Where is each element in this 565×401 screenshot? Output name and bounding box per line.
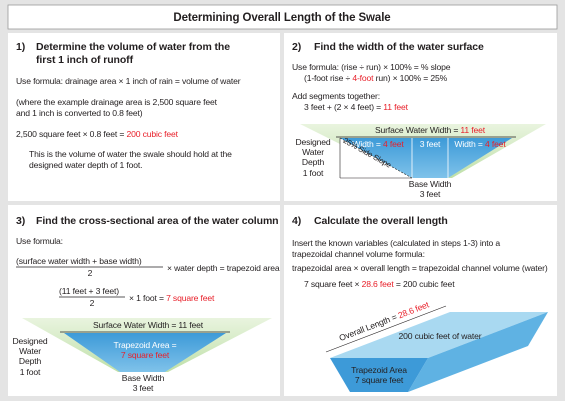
result: 7 square feet xyxy=(166,293,215,303)
side-face xyxy=(408,312,548,392)
depth-label: 1 foot xyxy=(20,367,41,377)
step-number: 1) xyxy=(16,41,25,53)
area-label: 7 square feet xyxy=(355,375,404,385)
instruction: Add segments together: xyxy=(292,91,380,101)
text: (1-foot rise ÷ xyxy=(304,73,352,83)
base-label: Base Width xyxy=(409,179,452,189)
formula: trapezoidal area × overall length = trap… xyxy=(292,263,548,273)
text: run) × 100% = 25% xyxy=(373,73,447,83)
area-label: 7 square feet xyxy=(121,350,170,360)
run-triangle xyxy=(340,138,412,178)
dimension-line xyxy=(325,305,447,353)
width-label: 3 feet xyxy=(420,139,441,149)
text: 7 square feet × xyxy=(304,279,362,289)
water xyxy=(340,138,512,178)
summary: designed water depth of 1 foot. xyxy=(29,160,142,170)
highlight: 4 feet xyxy=(383,139,404,149)
calculation: (1-foot rise ÷ 4-foot run) × 100% = 25% xyxy=(304,73,448,83)
intro: Insert the known variables (calculated i… xyxy=(292,238,500,248)
depth-label: Depth xyxy=(302,157,325,167)
front-face xyxy=(330,358,428,392)
depth-label: Water xyxy=(19,346,41,356)
base-label: 3 feet xyxy=(133,383,154,393)
formula: Use formula: drainage area × 1 inch of r… xyxy=(16,76,241,86)
calculation: 7 square feet × 28.6 feet = 200 cubic fe… xyxy=(304,279,455,289)
surface-label: Surface Water Width = 11 feet xyxy=(93,320,204,330)
surface-label: Surface Water Width = 11 feet xyxy=(375,125,486,135)
depth-label: Designed xyxy=(295,137,330,147)
step-heading: Determine the volume of water from the xyxy=(36,41,230,53)
depth-label: Water xyxy=(302,147,324,157)
calculation: × 1 foot = 7 square feet xyxy=(129,293,215,303)
depth-label: 1 foot xyxy=(303,168,324,178)
result: 28.6 feet xyxy=(362,279,395,289)
text: 3 feet + (2 × 4 feet) = xyxy=(304,102,383,112)
text: = 200 cubic feet xyxy=(394,279,456,289)
text: × 1 foot = xyxy=(129,293,166,303)
base-label: 3 feet xyxy=(420,189,441,199)
step-number: 3) xyxy=(16,215,25,227)
depth-label: Depth xyxy=(19,356,42,366)
text: Width = xyxy=(352,139,383,149)
step-heading: Find the cross-sectional area of the wat… xyxy=(36,215,279,227)
summary: This is the volume of water the swale sh… xyxy=(29,149,232,159)
text: Surface Water Width = xyxy=(375,125,460,135)
numerator: (11 feet + 3 feet) xyxy=(59,286,119,296)
result: 11 feet xyxy=(383,102,408,112)
step-heading: Find the width of the water surface xyxy=(314,41,484,53)
top-face xyxy=(330,312,548,358)
highlight: 4-foot xyxy=(352,73,374,83)
water xyxy=(64,333,226,372)
text: 2,500 square feet × 0.8 feet = xyxy=(16,129,127,139)
note: and 1 inch is converted to 0.8 feet) xyxy=(16,108,143,118)
width-label: Width = 4 feet xyxy=(454,139,506,149)
step-number: 4) xyxy=(292,215,301,227)
intro: trapezoidal channel volume formula: xyxy=(292,249,425,259)
highlight: 4 feet xyxy=(485,139,506,149)
title: Determining Overall Length of the Swale xyxy=(173,12,390,24)
depth-label: Designed xyxy=(12,336,47,346)
denominator: 2 xyxy=(90,298,95,308)
result: 11 feet xyxy=(460,125,485,135)
result: 200 cubic feet xyxy=(127,129,179,139)
base-label: Base Width xyxy=(122,373,165,383)
area-label: Trapezoid Area xyxy=(351,365,407,375)
title-box xyxy=(7,4,558,30)
denominator: 2 xyxy=(88,268,93,278)
volume-label: 200 cubic feet of water xyxy=(398,331,481,341)
formula: Use formula: (rise ÷ run) × 100% = % slo… xyxy=(292,62,451,72)
area-label: Trapezoid Area = xyxy=(114,340,177,350)
step-heading: first 1 inch of runoff xyxy=(36,54,134,66)
note: (where the example drainage area is 2,50… xyxy=(16,97,218,107)
calculation: 2,500 square feet × 0.8 feet = 200 cubic… xyxy=(16,129,179,139)
formula: Use formula: xyxy=(16,236,63,246)
numerator: (surface water width + base width) xyxy=(16,256,142,266)
width-label: Width = 4 feet xyxy=(352,139,404,149)
step-heading: Calculate the overall length xyxy=(314,215,448,227)
step-number: 2) xyxy=(292,41,301,53)
text: Width = xyxy=(454,139,485,149)
calculation: 3 feet + (2 × 4 feet) = 11 feet xyxy=(304,102,409,112)
formula-rest: × water depth = trapezoid area xyxy=(167,263,280,273)
panel xyxy=(8,33,280,201)
